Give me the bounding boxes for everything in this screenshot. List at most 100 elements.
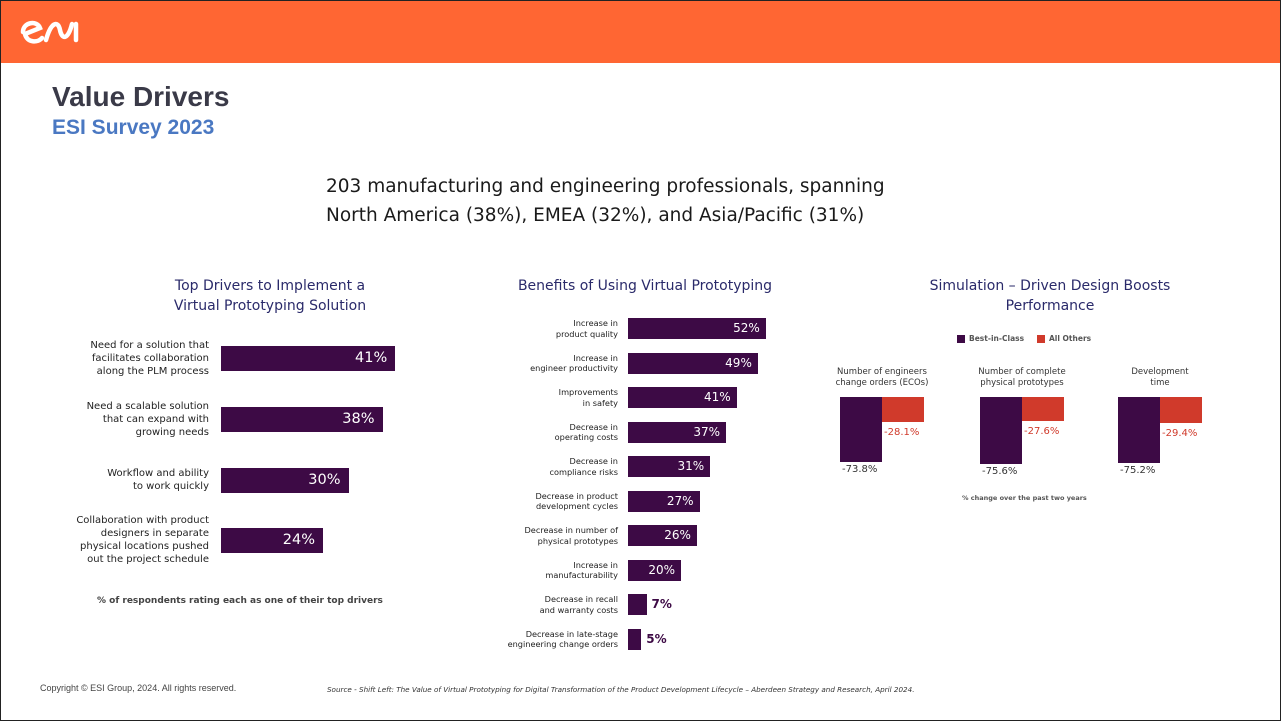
source-text: Source - Shift Left: The Value of Virtua… bbox=[327, 685, 915, 694]
benefit-label-line: Increase in bbox=[573, 559, 618, 570]
metric-header-line: physical prototypes bbox=[980, 377, 1064, 388]
best-in-class-bar bbox=[980, 397, 1022, 464]
driver-label-line: to work quickly bbox=[132, 481, 209, 492]
legend-best-in-class: Best-in-Class bbox=[957, 334, 1024, 343]
driver-label-line: Need a scalable solution bbox=[86, 400, 209, 412]
benefit-label: Decrease in number of physical prototypes bbox=[488, 525, 618, 546]
benefit-bar bbox=[628, 594, 647, 615]
driver-label-line: Workflow and ability bbox=[107, 468, 209, 479]
benefit-label-line: Decrease in late-stage bbox=[525, 628, 618, 639]
copyright-text: Copyright © ESI Group, 2024. All rights … bbox=[40, 683, 237, 693]
benefit-label-line: engineering change orders bbox=[507, 639, 618, 649]
driver-label-line: facilitates collaboration bbox=[91, 352, 209, 364]
benefit-label: Decrease in compliance risks bbox=[488, 456, 619, 477]
benefit-label-line: operating costs bbox=[554, 432, 618, 442]
metric-header-line: Development bbox=[1131, 367, 1189, 377]
driver-label-line: Collaboration with product bbox=[76, 515, 209, 526]
metric-header-line: Number of complete bbox=[978, 367, 1066, 377]
benefit-bar: 52% bbox=[628, 318, 766, 339]
metric-header: Number of complete physical prototypes bbox=[967, 367, 1077, 388]
benefit-value: 7% bbox=[651, 597, 672, 611]
benefit-value: 5% bbox=[646, 631, 667, 646]
header-bar bbox=[1, 1, 1280, 63]
benefit-label-line: development cycles bbox=[535, 501, 618, 511]
driver-label: Workflow and ability to work quickly bbox=[69, 467, 209, 493]
benefit-bar: 31% bbox=[628, 456, 711, 477]
best-in-class-bar bbox=[840, 397, 882, 462]
chart2-title: Benefits of Using Virtual Prototyping bbox=[517, 278, 773, 294]
chart3-title: Simulation – Driven Design Boosts Perfor… bbox=[880, 276, 1220, 316]
best-in-class-value: -75.6% bbox=[982, 465, 1018, 477]
chart1-title: Top Drivers to Implement a Virtual Proto… bbox=[100, 276, 440, 316]
benefit-label-line: product quality bbox=[555, 328, 618, 339]
driver-bar: 38% bbox=[221, 406, 383, 432]
all-others-bar bbox=[882, 397, 924, 422]
driver-bar: 30% bbox=[221, 467, 349, 493]
all-others-value: -29.4% bbox=[1162, 427, 1198, 439]
benefit-label-line: Decrease in number of bbox=[524, 525, 618, 535]
benefit-label: Decrease in recall and warranty costs bbox=[488, 594, 618, 615]
benefit-label-line: in safety bbox=[582, 397, 618, 408]
driver-label-line: physical locations pushed bbox=[80, 541, 209, 552]
driver-label: Need a scalable solution that can expand … bbox=[69, 400, 209, 439]
benefit-label-line: and warranty costs bbox=[539, 604, 618, 615]
benefit-label-line: Decrease in bbox=[569, 456, 618, 466]
metric-header-line: time bbox=[1150, 377, 1170, 388]
best-in-class-bar bbox=[1118, 397, 1160, 464]
benefit-label: Improvements in safety bbox=[488, 387, 618, 408]
intro-text: 203 manufacturing and engineering profes… bbox=[326, 172, 966, 230]
driver-label-line: designers in separate bbox=[100, 528, 209, 539]
intro-line-2: North America (38%), EMEA (32%), and Asi… bbox=[326, 205, 865, 226]
benefit-bar bbox=[628, 628, 642, 650]
legend-label-best: Best-in-Class bbox=[969, 334, 1025, 343]
chart1-title-line-1: Top Drivers to Implement a bbox=[174, 278, 366, 294]
benefit-label-line: manufacturability bbox=[545, 570, 618, 580]
benefit-label-line: Increase in bbox=[573, 318, 618, 328]
benefit-label-line: physical prototypes bbox=[537, 535, 618, 546]
chart1-note: % of respondents rating each as one of t… bbox=[97, 596, 383, 606]
metric-header: Number of engineers change orders (ECOs) bbox=[827, 367, 937, 388]
benefit-bar: 26% bbox=[628, 525, 697, 546]
esi-logo-icon bbox=[20, 20, 79, 44]
benefit-label-line: compliance risks bbox=[549, 466, 619, 477]
page-title: Value Drivers bbox=[52, 81, 230, 112]
chart3-title-line-2: Performance bbox=[1005, 298, 1095, 314]
all-others-bar bbox=[1022, 397, 1064, 422]
driver-label-line: growing needs bbox=[135, 426, 209, 438]
chart1-title-line-2: Virtual Prototyping Solution bbox=[173, 298, 367, 314]
driver-bar: 41% bbox=[221, 345, 396, 371]
driver-label-line: that can expand with bbox=[102, 413, 209, 425]
benefit-label: Increase in manufacturability bbox=[488, 560, 618, 581]
metric-header: Development time bbox=[1105, 367, 1215, 388]
driver-label: Need for a solution that facilitates coll… bbox=[69, 339, 209, 378]
driver-bar: 24% bbox=[221, 527, 323, 553]
benefit-bar: 20% bbox=[628, 559, 681, 581]
benefit-label: Decrease in product development cycles bbox=[488, 491, 618, 512]
benefit-bar: 37% bbox=[628, 421, 727, 443]
legend-all-others: All Others bbox=[1037, 334, 1091, 343]
driver-label-line: Need for a solution that bbox=[90, 339, 209, 351]
legend-swatch-best bbox=[957, 334, 965, 343]
legend-label-others: All Others bbox=[1049, 334, 1092, 343]
all-others-value: -28.1% bbox=[884, 426, 920, 438]
benefit-label-line: Decrease in recall bbox=[544, 594, 618, 604]
benefit-bar: 41% bbox=[628, 387, 737, 408]
all-others-value: -27.6% bbox=[1024, 426, 1060, 438]
driver-label: Collaboration with product designers in s… bbox=[69, 514, 209, 566]
driver-label-line: along the PLM process bbox=[96, 365, 209, 377]
benefit-label: Increase in product quality bbox=[488, 318, 618, 339]
benefit-bar: 49% bbox=[628, 352, 758, 374]
metric-header-line: Number of engineers bbox=[837, 367, 927, 377]
driver-label-line: out the project schedule bbox=[87, 554, 209, 565]
benefit-bar: 27% bbox=[628, 490, 700, 512]
best-in-class-value: -75.2% bbox=[1120, 465, 1156, 477]
all-others-bar bbox=[1160, 397, 1202, 423]
benefit-label-line: engineer productivity bbox=[530, 363, 618, 373]
benefit-label-line: Improvements bbox=[558, 387, 618, 397]
best-in-class-value: -73.8% bbox=[842, 463, 878, 475]
page-subtitle: ESI Survey 2023 bbox=[52, 116, 215, 139]
benefit-label-line: Decrease in product bbox=[535, 490, 618, 501]
benefit-label: Increase in engineer productivity bbox=[488, 353, 618, 374]
metric-header-line: change orders (ECOs) bbox=[835, 377, 929, 388]
benefit-label-line: Decrease in bbox=[569, 421, 618, 432]
